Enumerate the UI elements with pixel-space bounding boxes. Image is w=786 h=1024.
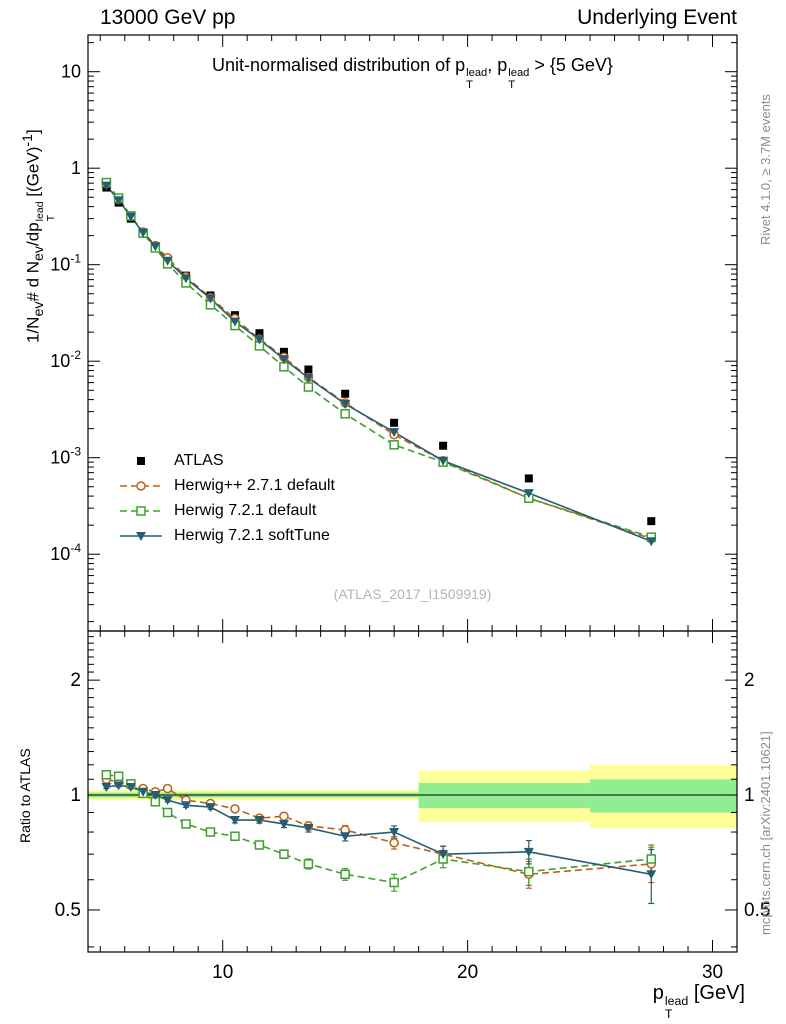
ratio-y-axis-title: Ratio to ATLAS <box>17 748 33 843</box>
svg-text:10-4: 10-4 <box>50 541 81 564</box>
legend-item-herwig721-softtune: Herwig 7.2.1 softTune <box>118 523 335 548</box>
svg-text:10-1: 10-1 <box>50 252 81 275</box>
svg-text:0.5: 0.5 <box>55 900 81 921</box>
atlas-marker-icon <box>137 456 145 465</box>
legend-label: ATLAS <box>174 451 224 469</box>
svg-text:10: 10 <box>61 62 81 82</box>
ratio-uncertainty-bands <box>88 764 737 828</box>
analysis-id-watermark: (ATLAS_2017_I1509919) <box>333 586 492 602</box>
herwig721-softtune-marker-icon <box>120 531 162 541</box>
main-panel-series <box>101 177 657 547</box>
title-text-3: > {5 GeV} <box>529 55 613 75</box>
x-axis-title: p lead T [GeV] <box>652 982 745 1021</box>
mcplots-reference-note: mcplots.cern.ch [arXiv:2401.10621] <box>758 731 773 935</box>
svg-text:20: 20 <box>457 962 478 983</box>
beam-energy-label: 13000 GeV pp <box>100 6 236 29</box>
analysis-group-label: Underlying Event <box>577 6 737 29</box>
pt-lead-symbol: lead T <box>466 67 488 91</box>
legend-item-herwigpp: Herwig++ 2.7.1 default <box>118 473 335 498</box>
pt-lead-symbol: lead T <box>508 67 530 91</box>
svg-text:2: 2 <box>744 670 755 691</box>
legend-item-atlas: ATLAS <box>118 448 335 473</box>
herwig721-default-marker-icon <box>120 505 162 516</box>
herwigpp-marker-icon <box>120 480 162 491</box>
axis-ticks: 10 20 30 10 1 10-1 10-2 10-3 10-4 2 2 1 1 0.5 0.5 <box>50 35 770 983</box>
plot-title: Unit-normalised distribution of p lead T, … <box>88 55 737 91</box>
svg-text:10-3: 10-3 <box>50 445 81 468</box>
svg-text:1: 1 <box>71 158 81 178</box>
svg-text:1: 1 <box>744 785 755 806</box>
svg-text:2: 2 <box>70 670 81 691</box>
legend-label: Herwig 7.2.1 default <box>174 501 317 519</box>
svg-text:30: 30 <box>702 962 723 983</box>
legend-item-herwig721-default: Herwig 7.2.1 default <box>118 498 335 523</box>
svg-text:0.5: 0.5 <box>744 900 770 921</box>
title-text-1: Unit-normalised distribution of p <box>212 55 466 75</box>
ratio-panel-frame <box>87 630 738 953</box>
pt-lead-symbol: lead T <box>34 201 58 222</box>
svg-text:1: 1 <box>70 785 81 806</box>
svg-text:10: 10 <box>212 962 233 983</box>
rivet-version-note: Rivet 4.1.0, ≥ 3.7M events <box>758 94 773 245</box>
title-text-2: , p <box>487 55 508 75</box>
svg-text:10-2: 10-2 <box>50 348 81 371</box>
pt-lead-symbol: lead T <box>664 993 689 1021</box>
legend: ATLAS Herwig++ 2.7.1 default Herwig 7.2.… <box>118 448 335 548</box>
ratio-panel-series <box>101 770 657 905</box>
y-axis-title: 1/Nev# d Nev/dp lead T [(GeV)-1] <box>20 129 58 343</box>
legend-label: Herwig 7.2.1 softTune <box>174 526 330 544</box>
legend-label: Herwig++ 2.7.1 default <box>174 476 335 494</box>
